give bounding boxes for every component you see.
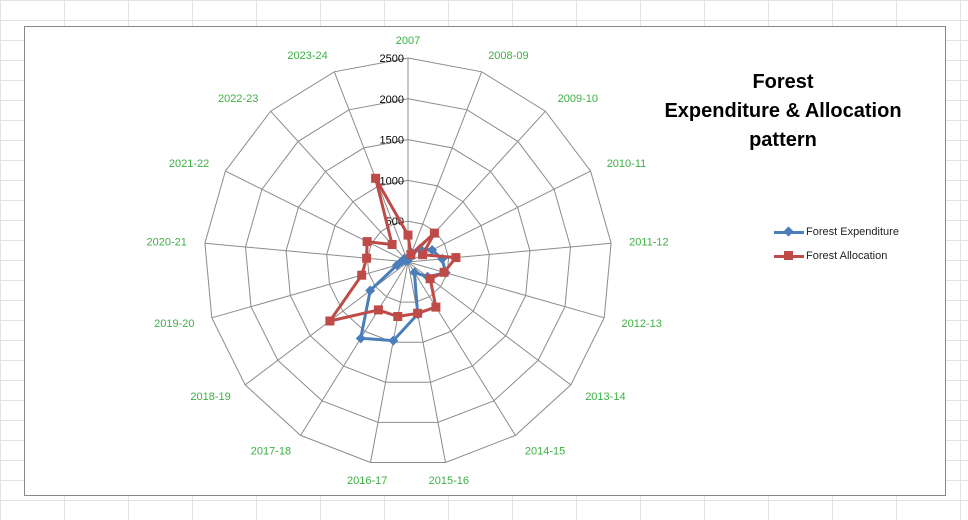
legend-swatch-expenditure	[774, 226, 804, 238]
category-label: 2009-10	[558, 93, 598, 105]
radial-tick-label: 1500	[380, 135, 404, 147]
data-point[interactable]	[403, 230, 413, 240]
data-point[interactable]	[431, 302, 441, 312]
grid-spoke	[333, 71, 409, 263]
grid-spoke	[300, 261, 409, 436]
category-label: 2012-13	[622, 318, 662, 330]
data-point[interactable]	[373, 305, 383, 315]
series-layer[interactable]	[325, 173, 461, 346]
grid-spoke	[270, 110, 409, 263]
chart-area[interactable]	[24, 26, 946, 496]
category-label: 2011-12	[629, 237, 669, 249]
grid-ring	[326, 179, 490, 343]
category-label: 2019-20	[154, 318, 194, 330]
data-point[interactable]	[387, 240, 397, 249]
chart-title-line-3: pattern	[749, 129, 817, 151]
radar-grid	[204, 57, 612, 463]
category-label: 2014-15	[525, 446, 565, 458]
data-point[interactable]	[418, 250, 428, 260]
data-point[interactable]	[355, 333, 366, 344]
grid-spoke	[407, 170, 591, 263]
category-label: 2010-11	[607, 158, 647, 170]
category-labels: 2007 2008-09 2009-10 2010-11 2011-12 2012-13 2…	[147, 35, 669, 487]
legend-swatch-allocation	[774, 250, 804, 262]
legend-label-allocation: Forest Allocation	[806, 250, 888, 262]
chart-title-line-1: Forest	[752, 71, 814, 93]
grid-ring	[285, 139, 531, 383]
category-label: 2007	[396, 35, 420, 47]
data-point[interactable]	[325, 316, 335, 326]
data-point[interactable]	[451, 253, 461, 263]
data-point[interactable]	[388, 335, 399, 346]
data-point[interactable]	[362, 237, 372, 247]
data-point[interactable]	[357, 270, 367, 280]
data-point[interactable]	[365, 285, 376, 296]
legend-label-expenditure: Forest Expenditure	[806, 226, 899, 238]
category-label: 2018-19	[190, 391, 230, 403]
category-label: 2023-24	[287, 50, 327, 62]
category-label: 2020-21	[147, 237, 187, 249]
grid-ring	[244, 98, 572, 423]
data-point[interactable]	[371, 173, 381, 183]
data-point[interactable]	[439, 267, 449, 277]
data-point[interactable]	[393, 312, 403, 321]
radial-tick-label: 2000	[380, 94, 404, 106]
legend[interactable]: Forest Expenditure Forest Allocation	[774, 220, 899, 268]
grid-spoke	[225, 170, 409, 263]
grid-spoke	[370, 261, 409, 463]
radial-tick-labels: 05001000150020002500	[380, 53, 404, 269]
category-label: 2022-23	[218, 93, 258, 105]
grid-spoke	[407, 71, 483, 263]
category-label: 2021-22	[169, 158, 209, 170]
data-point[interactable]	[429, 228, 439, 238]
legend-item-allocation[interactable]: Forest Allocation	[774, 244, 899, 268]
data-point[interactable]	[425, 274, 435, 284]
grid-spoke	[407, 261, 446, 463]
grid-spoke	[407, 261, 516, 436]
grid-spoke	[204, 242, 409, 263]
grid-spoke	[407, 261, 572, 386]
legend-item-expenditure[interactable]: Forest Expenditure	[774, 220, 899, 244]
grid-ring	[204, 57, 612, 463]
grid-spoke	[211, 261, 409, 319]
category-label: 2017-18	[251, 446, 291, 458]
category-label: 2008-09	[488, 50, 528, 62]
category-label: 2015-16	[429, 475, 469, 487]
data-point[interactable]	[362, 253, 372, 263]
series-forest-allocation[interactable]	[325, 173, 461, 326]
chart-title-line-2: Expenditure & Allocation	[664, 100, 902, 122]
radial-tick-label: 2500	[380, 53, 404, 65]
data-point[interactable]	[427, 244, 438, 255]
category-label: 2016-17	[347, 475, 387, 487]
data-point[interactable]	[406, 249, 416, 259]
data-point[interactable]	[413, 308, 423, 318]
data-point[interactable]	[437, 253, 448, 264]
radial-tick-label: 1000	[380, 175, 404, 187]
chart-title: Forest Expenditure & Allocation pattern	[640, 68, 926, 155]
data-point[interactable]	[409, 267, 420, 278]
category-label: 2013-14	[585, 391, 625, 403]
